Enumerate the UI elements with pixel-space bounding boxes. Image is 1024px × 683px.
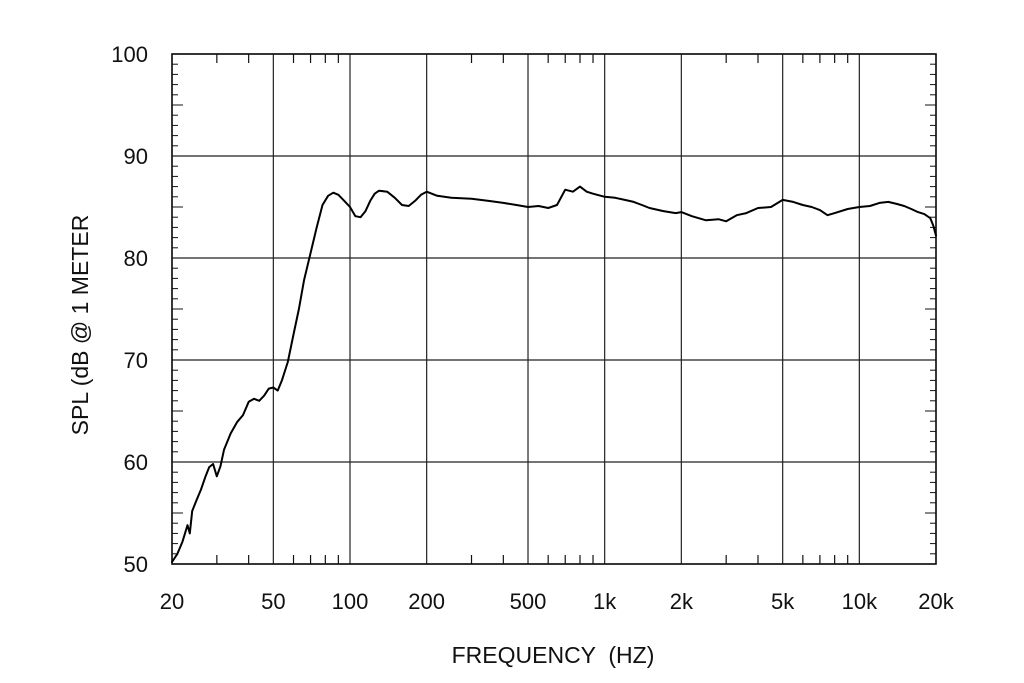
plot-frame — [171, 53, 937, 565]
minor-ticks — [172, 54, 936, 564]
y-tick-label: 90 — [124, 144, 148, 169]
x-tick-label: 50 — [261, 589, 285, 614]
y-tick-label: 70 — [124, 348, 148, 373]
y-tick-label: 100 — [111, 42, 148, 67]
x-tick-label: 100 — [332, 589, 369, 614]
series-line — [171, 185, 937, 563]
y-tick-labels: 50 60 70 80 90 100 — [111, 42, 148, 577]
x-tick-label: 200 — [408, 589, 445, 614]
x-tick-label: 2k — [670, 589, 694, 614]
x-axis-title: FREQUENCY (HZ) — [452, 642, 655, 668]
x-tick-label: 20 — [160, 589, 184, 614]
x-tick-label: 20k — [918, 589, 954, 614]
y-tick-label: 60 — [124, 450, 148, 475]
y-axis-title: SPL (dB @ 1 METER — [67, 215, 93, 436]
x-tick-label: 5k — [771, 589, 795, 614]
x-tick-label: 10k — [842, 589, 878, 614]
x-tick-label: 1k — [593, 589, 617, 614]
y-tick-label: 50 — [124, 552, 148, 577]
x-tick-label: 500 — [510, 589, 547, 614]
x-tick-labels: 20 50 100 200 500 1k 2k 5k 10k 20k — [160, 589, 955, 614]
y-tick-label: 80 — [124, 246, 148, 271]
